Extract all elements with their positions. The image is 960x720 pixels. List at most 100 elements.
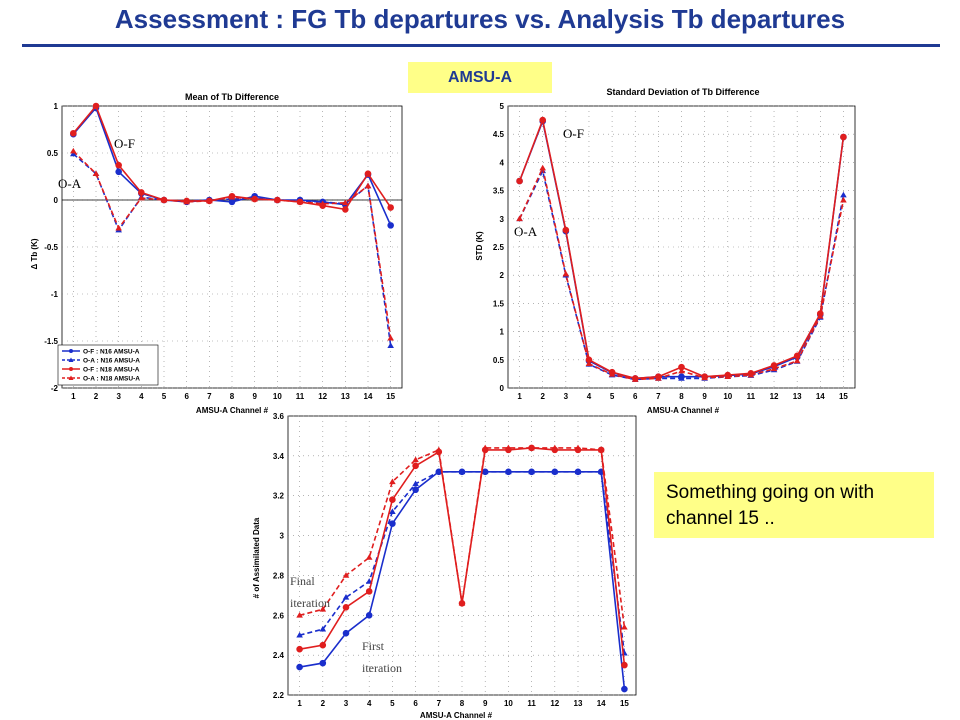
data-point xyxy=(505,468,512,475)
y-tick-label: -1.5 xyxy=(44,337,58,346)
data-point xyxy=(608,371,616,377)
channel-15-note: Something going on with channel 15 .. xyxy=(654,472,934,538)
y-tick-label: 3 xyxy=(280,532,285,541)
y-tick-label: 3.2 xyxy=(273,492,285,501)
data-point xyxy=(389,520,396,527)
data-point xyxy=(551,444,559,451)
mean-tb-difference-chart: Mean of Tb Difference 1 2 3 4 5 6 7 8 9 10 11 12 13 1… xyxy=(30,92,403,415)
data-point xyxy=(597,446,605,453)
x-axis-label: AMSU-A Channel # xyxy=(420,711,493,720)
legend-marker xyxy=(68,357,74,362)
data-point xyxy=(228,193,236,200)
data-point xyxy=(770,365,778,372)
x-tick-label: 6 xyxy=(413,699,418,708)
data-point xyxy=(138,189,145,196)
x-tick-label: 10 xyxy=(273,392,282,401)
data-point xyxy=(92,170,100,176)
data-point xyxy=(724,373,732,380)
amsu-a-tag: AMSU-A xyxy=(408,62,552,93)
data-point xyxy=(458,468,466,475)
data-point xyxy=(621,685,628,693)
data-point xyxy=(92,102,100,110)
y-tick-label: 1 xyxy=(54,102,59,111)
x-tick-label: 2 xyxy=(94,392,99,401)
data-point xyxy=(364,170,372,177)
y-tick-label: 3.4 xyxy=(273,452,285,461)
y-tick-label: 2.5 xyxy=(493,243,505,252)
x-tick-label: 11 xyxy=(527,699,536,708)
x-tick-label: 3 xyxy=(344,699,349,708)
data-point xyxy=(528,444,535,451)
y-tick-label: 1 xyxy=(500,328,505,337)
x-tick-label: 1 xyxy=(297,699,302,708)
data-point xyxy=(412,480,419,487)
data-point xyxy=(481,468,489,475)
x-tick-label: 8 xyxy=(230,392,235,401)
data-point xyxy=(206,197,213,204)
data-point xyxy=(251,195,258,202)
legend: O-F : N16 AMSU-A O-A : N16 AMSU-A O-F : N1… xyxy=(57,344,159,386)
data-point xyxy=(296,645,303,653)
data-point xyxy=(389,478,396,485)
x-tick-label: 7 xyxy=(656,392,661,401)
data-point xyxy=(342,206,349,213)
data-point xyxy=(539,116,546,124)
x-tick-label: 9 xyxy=(483,699,488,708)
data-point xyxy=(528,468,535,475)
data-point xyxy=(342,604,350,611)
data-point xyxy=(412,456,419,463)
assimilated-data-chart: 1 2 3 4 5 6 7 8 9 10 11 12 13 14 152.22.42.62.833.23.4… xyxy=(252,412,637,720)
x-tick-label: 6 xyxy=(184,392,189,401)
x-axis-label: AMSU-A Channel # xyxy=(647,406,720,415)
data-point xyxy=(435,468,443,475)
x-tick-label: 2 xyxy=(321,699,326,708)
x-tick-label: 1 xyxy=(71,392,76,401)
oa-annotation: O-A xyxy=(58,176,82,191)
data-point xyxy=(621,623,628,630)
of-annotation: O-F xyxy=(114,136,135,151)
y-tick-label: 3 xyxy=(500,215,505,224)
data-point xyxy=(387,222,394,229)
y-tick-label: 2.6 xyxy=(273,611,285,620)
x-tick-label: 7 xyxy=(207,392,212,401)
data-point xyxy=(435,446,443,453)
data-point xyxy=(840,191,847,198)
legend-label: O-F : N18 AMSU-A xyxy=(83,367,140,374)
x-tick-label: 14 xyxy=(597,699,606,708)
data-point xyxy=(319,659,327,667)
data-point xyxy=(481,444,489,451)
legend-label: O-A : N18 AMSU-A xyxy=(83,376,140,383)
x-tick-label: 10 xyxy=(504,699,513,708)
data-point xyxy=(70,147,77,154)
data-point xyxy=(840,133,847,141)
y-tick-label: 0.5 xyxy=(47,149,59,158)
x-tick-label: 5 xyxy=(610,392,615,401)
data-point xyxy=(115,161,122,169)
data-point xyxy=(342,629,350,637)
y-axis-label: # of Assimilated Data xyxy=(252,517,261,598)
y-tick-label: 5 xyxy=(500,102,505,111)
data-point xyxy=(387,334,394,341)
data-point xyxy=(365,588,373,595)
data-point xyxy=(296,611,303,618)
plot-frame xyxy=(287,415,637,696)
final-iteration-annotation: Final iteration xyxy=(290,574,330,610)
data-point xyxy=(562,226,570,234)
data-point xyxy=(562,270,570,277)
x-tick-label: 11 xyxy=(296,392,305,401)
legend-marker xyxy=(68,375,74,380)
y-tick-label: 2.8 xyxy=(273,571,285,580)
legend-label: O-F : N16 AMSU-A xyxy=(83,349,140,356)
x-tick-label: 11 xyxy=(747,392,756,401)
data-point xyxy=(655,375,662,381)
y-tick-label: 2 xyxy=(500,271,505,280)
x-tick-label: 4 xyxy=(587,392,592,401)
series-line xyxy=(72,153,392,346)
y-tick-label: 4 xyxy=(500,158,505,167)
data-point xyxy=(678,367,685,374)
data-point xyxy=(138,194,145,201)
data-point xyxy=(458,600,466,606)
first-iteration-annotation: First iteration xyxy=(362,639,402,675)
y-tick-label: 3.5 xyxy=(493,187,505,196)
